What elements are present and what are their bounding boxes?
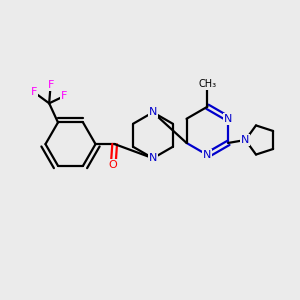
Text: F: F (47, 80, 54, 90)
Text: F: F (61, 91, 68, 101)
Text: N: N (203, 150, 212, 160)
Text: N: N (149, 153, 157, 163)
Text: F: F (31, 87, 37, 97)
Text: N: N (224, 114, 232, 124)
Text: N: N (149, 107, 157, 117)
Text: N: N (149, 107, 157, 117)
Text: CH₃: CH₃ (198, 79, 217, 89)
Text: O: O (109, 160, 118, 170)
Text: N: N (241, 135, 250, 145)
